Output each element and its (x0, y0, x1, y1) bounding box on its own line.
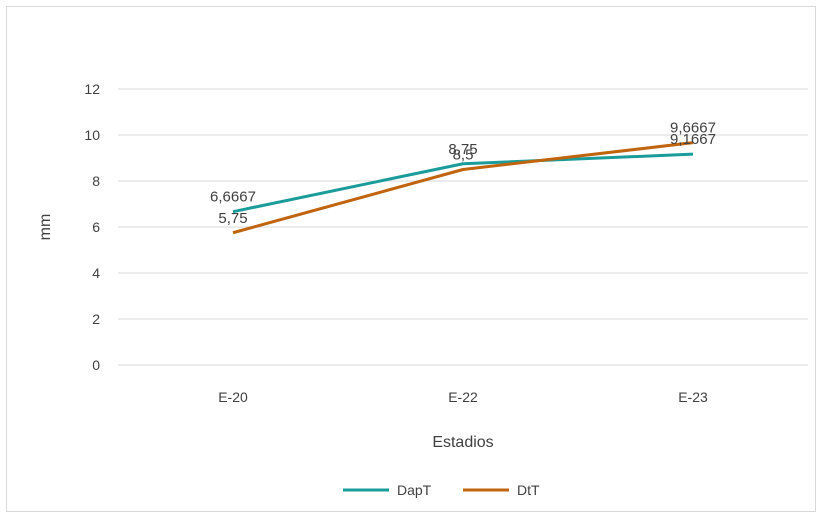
legend-label-dtt: DtT (517, 482, 540, 498)
gridlines (118, 88, 808, 366)
legend: DapT DtT (343, 482, 540, 498)
x-tick-label: E-23 (678, 389, 708, 405)
y-tick-label: 6 (92, 219, 100, 235)
data-label-dapt: 6,6667 (210, 189, 256, 206)
y-axis-title: mm (37, 214, 54, 241)
chart-frame (6, 6, 816, 512)
data-label-dapt: 9,1667 (670, 131, 716, 148)
y-tick-label: 0 (92, 357, 100, 373)
y-tick-label: 10 (84, 127, 100, 143)
data-label-dtt: 9,6667 (670, 120, 716, 137)
y-tick-labels: 0 2 4 6 8 10 12 (84, 81, 100, 373)
data-label-dapt: 8,75 (448, 141, 477, 158)
x-tick-label: E-22 (448, 389, 478, 405)
y-tick-label: 2 (92, 311, 100, 327)
data-labels: 6,6667 8,75 9,1667 5,75 8,5 9,6667 (210, 120, 716, 227)
x-tick-labels: E-20 E-22 E-23 (218, 389, 708, 405)
x-axis-title: Estadios (432, 434, 493, 451)
legend-label-dapt: DapT (397, 482, 432, 498)
x-tick-label: E-20 (218, 389, 248, 405)
series-line-dtt (232, 141, 694, 235)
y-tick-label: 4 (92, 265, 100, 281)
y-tick-label: 8 (92, 173, 100, 189)
data-label-dtt: 8,5 (453, 147, 474, 164)
series-line-dapt (232, 152, 694, 214)
data-label-dtt: 5,75 (218, 210, 247, 227)
series-lines (232, 141, 694, 235)
y-tick-label: 12 (84, 81, 100, 97)
